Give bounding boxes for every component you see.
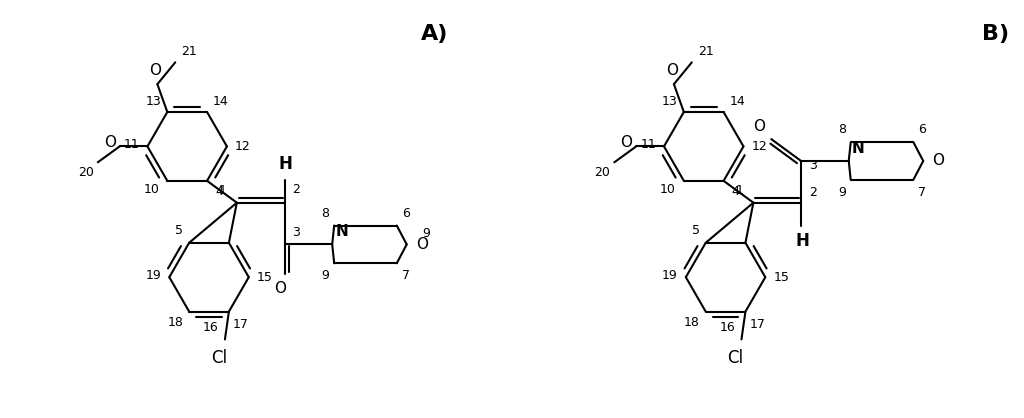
Text: Cl: Cl [211, 349, 227, 367]
Text: N: N [335, 224, 348, 240]
Text: O: O [666, 63, 678, 78]
Text: 10: 10 [143, 183, 160, 196]
Text: 9: 9 [423, 227, 430, 240]
Text: 9: 9 [838, 186, 846, 199]
Text: O: O [274, 281, 287, 296]
Text: O: O [150, 63, 162, 78]
Text: B): B) [982, 24, 1009, 44]
Text: N: N [852, 141, 864, 156]
Text: 8: 8 [838, 123, 846, 136]
Text: O: O [103, 135, 116, 150]
Text: 7: 7 [401, 269, 410, 282]
Text: 3: 3 [293, 227, 300, 240]
Text: 17: 17 [750, 318, 765, 331]
Text: 20: 20 [78, 166, 94, 179]
Text: Cl: Cl [727, 349, 743, 367]
Text: A): A) [421, 24, 447, 44]
Text: 2: 2 [293, 183, 300, 196]
Text: 4: 4 [215, 185, 223, 198]
Text: H: H [279, 155, 293, 173]
Text: 13: 13 [663, 95, 678, 108]
Text: 1: 1 [735, 184, 743, 197]
Text: 21: 21 [181, 46, 197, 59]
Text: 19: 19 [663, 269, 678, 282]
Text: 13: 13 [145, 95, 162, 108]
Text: 18: 18 [684, 316, 699, 329]
Text: O: O [754, 119, 765, 134]
Text: 20: 20 [595, 166, 610, 179]
Text: 11: 11 [124, 138, 139, 151]
Text: 5: 5 [175, 224, 183, 237]
Text: 14: 14 [213, 95, 228, 108]
Text: 12: 12 [752, 140, 767, 153]
Text: 18: 18 [167, 316, 183, 329]
Text: 7: 7 [919, 186, 927, 199]
Text: 4: 4 [731, 185, 739, 198]
Text: 1: 1 [219, 184, 227, 197]
Text: 6: 6 [919, 123, 926, 136]
Text: 8: 8 [322, 206, 330, 219]
Text: 9: 9 [322, 269, 330, 282]
Text: 16: 16 [720, 321, 735, 334]
Text: 15: 15 [773, 271, 790, 284]
Text: 15: 15 [257, 271, 272, 284]
Text: 14: 14 [729, 95, 745, 108]
Text: 6: 6 [401, 206, 410, 219]
Text: 12: 12 [234, 140, 251, 153]
Text: 10: 10 [660, 183, 676, 196]
Text: 16: 16 [203, 321, 219, 334]
Text: H: H [795, 232, 809, 250]
Text: 3: 3 [809, 159, 817, 173]
Text: 19: 19 [145, 269, 162, 282]
Text: 2: 2 [809, 186, 817, 199]
Text: 5: 5 [692, 224, 699, 237]
Text: 21: 21 [697, 46, 714, 59]
Text: O: O [621, 135, 632, 150]
Text: 11: 11 [640, 138, 656, 151]
Text: O: O [932, 153, 944, 168]
Text: O: O [416, 237, 428, 252]
Text: 17: 17 [232, 318, 249, 331]
